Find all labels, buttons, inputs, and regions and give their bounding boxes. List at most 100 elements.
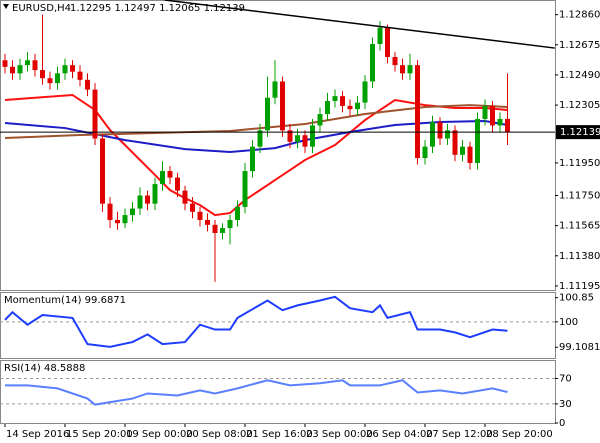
x-tick-label: 28 Sep 20:00 [486,429,553,440]
candle-body [505,118,510,133]
candle-body [2,60,8,67]
candle-body [47,78,53,84]
candle-body [325,101,330,115]
candle-body [40,70,45,79]
x-tick-label: 19 Sep 00:00 [126,429,193,440]
candle-body [137,195,143,209]
x-tick-label: 21 Sep 16:00 [246,429,313,440]
candle-body [242,171,248,207]
candle-body [340,96,345,106]
candle-body [175,177,180,191]
chart-title: EURUSD,H4 [12,3,71,14]
y-tick-label: 0 [559,418,565,429]
y-tick-label: 1.12490 [559,70,600,81]
candle-body [310,125,315,147]
y-tick-label: 1.11380 [559,251,600,262]
candle-body [377,27,383,44]
candle-body [205,219,210,225]
candle-body [482,105,488,119]
candle-body [347,105,353,110]
candle-body [130,208,135,216]
x-tick-label: 15 Sep 20:00 [66,429,133,440]
candle-body [220,228,225,233]
candle-body [235,206,240,220]
candle-body [227,219,233,229]
candle-body [250,146,255,172]
candle-body [77,71,83,80]
candle-body [302,135,308,147]
x-tick-label: 14 Sep 2016 [6,429,69,440]
candle-body [182,190,188,204]
panel-frame [0,292,556,359]
y-tick-label: 100 [559,317,578,328]
y-tick-label: 1.12675 [559,40,600,51]
y-tick-label: 1.11950 [559,158,600,169]
trendline [164,0,555,49]
candle-body [100,138,105,204]
candle-body [467,146,473,163]
y-tick-label: 70 [559,373,572,384]
candle-body [392,57,398,66]
x-tick-label: 23 Sep 00:00 [306,429,373,440]
candle-body [107,203,113,220]
candle-body [122,215,128,224]
candle-body [32,60,38,71]
candle-body [422,146,428,159]
candle-body [415,65,420,159]
x-tick-label: 20 Sep 08:00 [186,429,253,440]
candle-body [25,60,30,66]
y-tick-label: 1.11565 [559,221,600,232]
candle-body [272,81,278,98]
candle-body [355,102,360,110]
candle-body [212,224,218,233]
candle-body [445,130,450,139]
panel-frame [0,360,556,424]
panel-title: RSI(14) 48.5888 [4,363,85,374]
candle-body [152,184,158,204]
candle-body [295,135,300,142]
candle-body [145,195,150,204]
candle-body [370,43,375,82]
candle-body [287,130,293,142]
last-price-label: 1.12139 [560,127,600,138]
y-tick-label: 100.85 [559,293,594,304]
x-tick-label: 26 Sep 04:00 [366,429,433,440]
panel-title: Momentum(14) 99.6871 [4,295,126,306]
candle-body [92,89,98,139]
candle-body [430,122,435,147]
candle-body [437,122,443,139]
candle-body [460,146,465,155]
candle-body [362,81,368,103]
y-tick-label: 99.1081 [559,342,600,353]
candle-body [55,73,60,84]
y-tick-label: 30 [559,399,572,410]
indicator-line [5,379,508,406]
symbol-marker [3,4,9,9]
candle-body [280,81,285,131]
candle-body [332,96,338,102]
candle-body [62,65,68,74]
candle-body [115,219,120,224]
chart-subtitle: 1.12295 1.12497 1.12065 1.12139 [70,3,245,14]
candle-body [70,65,75,72]
moving-average [4,93,508,217]
x-tick-label: 27 Sep 12:00 [426,429,493,440]
candle-body [160,171,165,185]
y-tick-label: 1.12305 [559,100,600,111]
candle-body [452,130,458,155]
candle-body [10,66,15,74]
y-tick-label: 1.11750 [559,191,600,202]
moving-average [4,104,508,139]
candle-body [497,118,503,126]
candle-body [385,27,390,58]
candle-body [17,65,23,74]
candle-body [407,65,413,74]
candle-body [490,105,495,126]
y-tick-label: 1.12860 [559,10,600,21]
candle-body [317,114,323,126]
y-tick-label: 1.11195 [559,281,600,292]
candle-body [400,65,405,74]
indicator-line [4,295,508,348]
